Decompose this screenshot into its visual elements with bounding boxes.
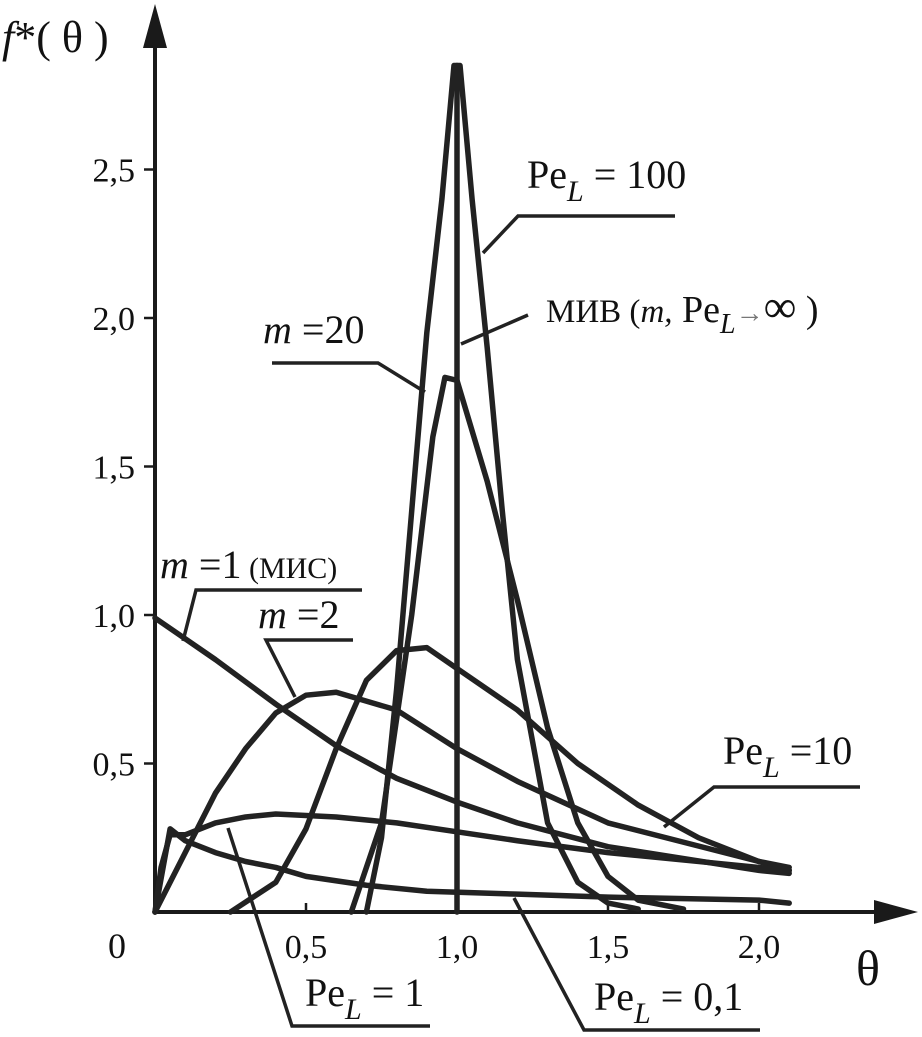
label-pe1: PeL = 1 xyxy=(305,970,424,1026)
leader-lines xyxy=(181,214,860,1032)
leader-miv xyxy=(460,313,529,346)
leader-pe10 xyxy=(662,785,860,829)
series-line-5 xyxy=(152,811,792,915)
series-line-2 xyxy=(348,374,687,915)
y-tick-label-1: 1,0 xyxy=(93,598,136,635)
x-axis-arrow xyxy=(874,900,918,924)
y-axis-label: f*( θ ) xyxy=(2,13,109,62)
label-pe100: PeL = 100 xyxy=(527,152,686,208)
origin-label: 0 xyxy=(108,926,126,966)
y-axis-arrow xyxy=(143,4,167,48)
x-tick-label-3: 2,0 xyxy=(738,929,781,966)
leader-pe01 xyxy=(512,897,760,1032)
y-tick-label-4: 2,5 xyxy=(93,153,136,190)
leader-pe1 xyxy=(226,827,430,1028)
series-line-6 xyxy=(152,826,792,915)
y-tick-label-3: 2,0 xyxy=(93,301,136,338)
x-axis-label: θ xyxy=(856,940,880,996)
label-pe01: PeL = 0,1 xyxy=(594,974,743,1030)
leader-m1 xyxy=(181,588,362,642)
x-tick-label-0: 0,5 xyxy=(285,929,328,966)
label-miv: МИВ (m, PeL→∞ ) xyxy=(546,281,819,340)
y-tick-label-0: 0,5 xyxy=(93,747,136,784)
label-m2: m =2 xyxy=(258,592,339,637)
label-m20: m =20 xyxy=(263,307,364,352)
label-pe10: PeL =10 xyxy=(723,728,852,784)
x-tick-label-1: 1,0 xyxy=(436,929,479,966)
leader-pe100 xyxy=(481,214,675,255)
x-tick-label-2: 1,5 xyxy=(587,929,630,966)
leader-m2 xyxy=(263,638,353,698)
y-tick-label-2: 1,5 xyxy=(93,450,136,487)
series-line-3 xyxy=(363,62,641,915)
series-line-1 xyxy=(152,689,792,915)
label-m1: m =1 (МИС) xyxy=(160,542,337,587)
curves xyxy=(152,62,792,915)
leader-m20 xyxy=(272,361,426,394)
tick-labels: 0,5 1,0 1,5 2,0 0,5 1,0 1,5 2,0 2,5 xyxy=(93,153,781,967)
